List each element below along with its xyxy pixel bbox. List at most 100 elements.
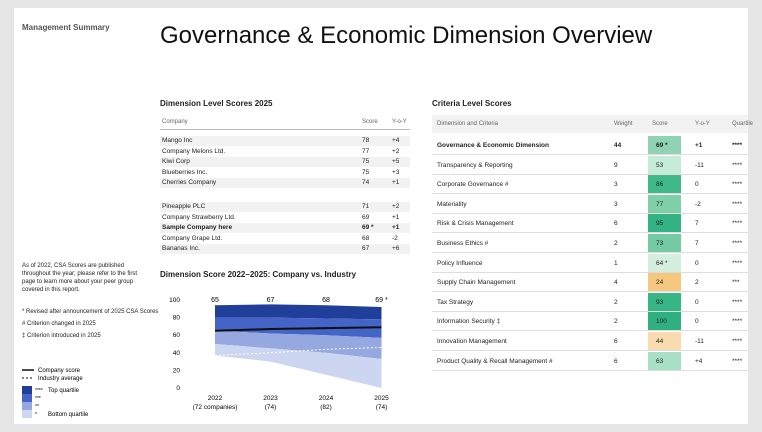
cell: 0 (695, 181, 699, 189)
cell: Tax Strategy (437, 298, 474, 306)
score-cell (648, 194, 681, 213)
quartile-band (215, 330, 382, 359)
cell: Bananas Inc. (162, 245, 200, 253)
row-bg (160, 167, 410, 178)
cell: 100 (656, 318, 667, 326)
cell: 78 (362, 137, 370, 144)
table-title: Dimension Level Scores 2025 (160, 99, 273, 108)
footnote: # Criterion changed in 2025 (22, 321, 96, 327)
score-cell (648, 214, 681, 233)
quartile-band (215, 344, 382, 388)
cell: 6 (614, 357, 618, 365)
score-cell (648, 273, 681, 292)
cell: 7 (695, 240, 699, 247)
cell: -2 (392, 234, 398, 242)
column-header: Weight (614, 121, 633, 127)
cell: -11 (695, 161, 704, 169)
row-bg (160, 178, 410, 189)
data-label: 69 * (375, 297, 388, 304)
cell: **** (732, 240, 743, 247)
cell: **** (732, 298, 743, 306)
row-rule (432, 330, 748, 332)
x-tick-label: 2022 (208, 395, 223, 402)
cell: 2 (614, 318, 618, 326)
cell: +4 (392, 137, 400, 144)
legend-swatch (22, 402, 32, 410)
legend-label: Top quartile (48, 388, 80, 394)
cell: *** (732, 279, 740, 287)
cell: Policy Influence (437, 259, 483, 267)
cell: 77 (362, 147, 370, 155)
y-tick-label: 80 (173, 315, 181, 322)
column-header: Quartile (732, 121, 754, 127)
cell: 95 (656, 220, 664, 228)
cell: -2 (695, 200, 701, 208)
row-rule (432, 310, 748, 312)
cell: 44 (656, 338, 664, 345)
legend-label: Company score (38, 368, 81, 374)
row-bg (160, 202, 410, 212)
legend-symbol: *** (35, 396, 41, 402)
footnote: ‡ Criterion introduced in 2025 (22, 333, 101, 339)
y-tick-label: 0 (176, 385, 180, 392)
cell: Information Security ‡ (437, 318, 501, 326)
data-label: 65 (211, 297, 219, 304)
cell: 3 (614, 200, 618, 208)
score-cell (648, 351, 681, 370)
row-bg (160, 146, 410, 157)
cell: Pineapple PLC (162, 203, 206, 210)
cell: -11 (695, 338, 704, 345)
row-rule (432, 271, 748, 273)
cell: **** (732, 200, 743, 208)
rule (160, 129, 410, 130)
cell: +2 (392, 203, 400, 210)
legend-label: Bottom quartile (48, 412, 89, 418)
cell: **** (732, 318, 743, 326)
score-cell (648, 175, 681, 194)
cell: 0 (695, 298, 699, 306)
note: As of 2022, CSA Scores are published thr… (22, 263, 138, 293)
legend-symbol: ** (35, 404, 39, 410)
score-cell (648, 312, 681, 331)
cell: +1 (392, 213, 400, 221)
cell: 6 (614, 338, 618, 345)
cell: Corporate Governance # (437, 181, 509, 189)
cell: 69 * (656, 142, 668, 149)
cell: 67 (362, 245, 370, 253)
row-bg (160, 136, 410, 146)
cell: 69 (362, 213, 370, 221)
cell: Risk & Crisis Management (437, 220, 514, 228)
cell: Cherries Company (162, 179, 217, 187)
x-tick-note: (82) (320, 404, 332, 411)
cell: 2 (614, 240, 618, 247)
cell: 2 (614, 298, 618, 306)
x-tick-label: 2025 (374, 395, 389, 402)
cell: Business Ethics # (437, 240, 489, 247)
cell: Transparency & Reporting (437, 161, 513, 169)
cell: +3 (392, 168, 400, 176)
cell: Blueberries Inc. (162, 168, 208, 176)
table-title: Criteria Level Scores (432, 99, 512, 108)
cell: Supply Chain Management (437, 279, 516, 287)
cell: +1 (392, 179, 400, 187)
y-tick-label: 60 (173, 332, 181, 339)
score-cell (648, 136, 681, 154)
cell: Company Grape Ltd. (162, 234, 223, 242)
cell: +1 (392, 224, 400, 232)
column-header: Score (362, 119, 378, 125)
cell: +1 (695, 142, 703, 149)
cell: **** (732, 338, 743, 345)
row-rule (432, 154, 748, 155)
x-tick-note: (74) (265, 404, 277, 411)
column-header: Score (652, 121, 668, 127)
cell: 73 (656, 240, 664, 247)
cell: 77 (656, 200, 664, 208)
cell: Company Strawberry Ltd. (162, 213, 236, 221)
cell: **** (732, 142, 743, 149)
row-bg (160, 223, 410, 234)
cell: +4 (695, 357, 703, 365)
cell: **** (732, 259, 743, 267)
row-rule (432, 212, 748, 214)
cell: Company Melons Ltd. (162, 147, 226, 155)
